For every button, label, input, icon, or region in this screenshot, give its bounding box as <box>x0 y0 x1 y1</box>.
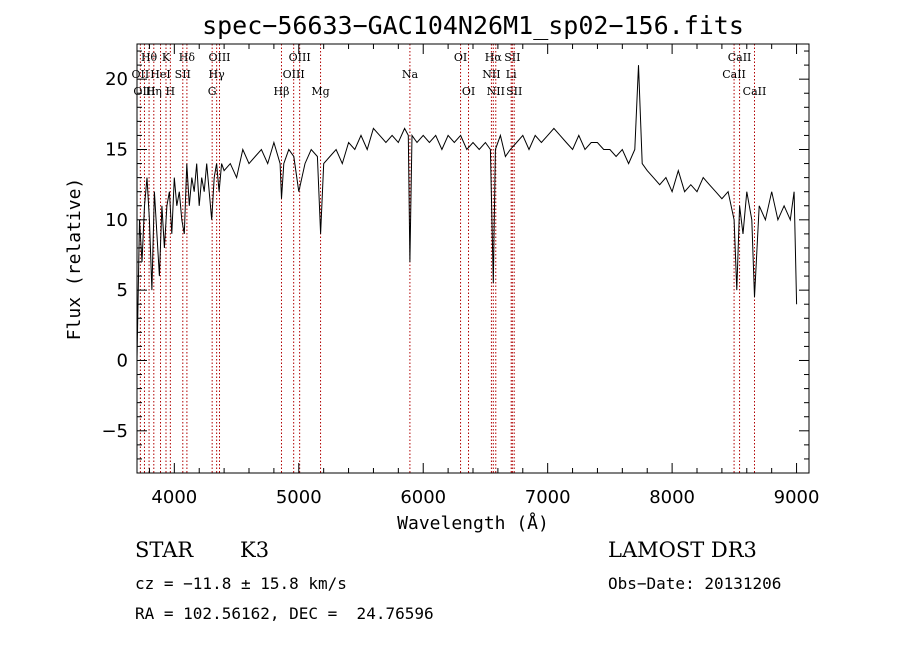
x-tick-label-4: 8000 <box>649 487 695 508</box>
object-subclass: K3 <box>240 538 270 562</box>
obs-date: Obs−Date: 20131206 <box>608 574 782 593</box>
line-label-11: G <box>208 85 217 98</box>
x-tick-label-1: 5000 <box>276 487 322 508</box>
spectral-line-markers <box>139 44 755 473</box>
line-label-26: CaII <box>722 68 746 81</box>
line-label-23: NII <box>487 85 505 98</box>
y-axis: −5 0 5 10 15 20 <box>101 50 809 460</box>
line-label-14: Hβ <box>274 85 290 98</box>
survey-name: LAMOST DR3 <box>608 538 757 562</box>
y-tick-label-2: 5 <box>117 280 128 301</box>
y-tick-label-1: 0 <box>117 350 128 371</box>
line-label-17: OI <box>454 51 467 64</box>
line-label-3: Hη <box>146 85 162 98</box>
x-axis-label: Wavelength (Å) <box>397 512 549 534</box>
line-label-27: CaII <box>743 85 767 98</box>
line-label-20: SII <box>504 51 520 64</box>
line-label-21: NII <box>482 68 500 81</box>
line-label-16: Na <box>402 68 419 81</box>
y-tick-label-0: −5 <box>101 421 128 442</box>
line-label-19: Hα <box>485 51 503 64</box>
line-label-6: SII <box>175 68 191 81</box>
line-label-22: Li <box>506 68 517 81</box>
redshift-readout: cz = −11.8 ± 15.8 km/s <box>135 574 347 593</box>
spectrum-line <box>136 65 798 361</box>
line-label-13: OIII <box>283 68 305 81</box>
plot-frame <box>136 43 810 474</box>
x-tick-label-2: 6000 <box>400 487 446 508</box>
line-label-5: HeI <box>150 68 170 81</box>
line-label-18: OI <box>462 85 475 98</box>
line-label-2: OIII <box>133 85 155 98</box>
y-axis-label: Flux (relative) <box>64 178 85 341</box>
line-label-15: Mg <box>311 85 329 98</box>
x-axis: 4000 5000 6000 7000 8000 9000 <box>148 44 820 508</box>
y-tick-label-5: 20 <box>105 69 128 90</box>
line-label-0: Hθ <box>141 51 158 64</box>
y-tick-label-4: 15 <box>105 139 128 160</box>
x-tick-label-3: 7000 <box>525 487 571 508</box>
line-label-10: Hγ <box>209 68 226 81</box>
chart-title: spec−56633−GAC104N26M1_sp02−156.fits <box>202 11 744 40</box>
x-tick-label-5: 9000 <box>774 487 820 508</box>
y-tick-label-3: 10 <box>105 210 128 231</box>
line-label-7: H <box>166 85 176 98</box>
line-label-1: OII <box>132 68 150 81</box>
line-label-8: Hδ <box>179 51 196 64</box>
line-label-24: SII <box>506 85 522 98</box>
line-label-12: OIII <box>289 51 311 64</box>
x-tick-label-0: 4000 <box>151 487 197 508</box>
object-class: STAR <box>135 538 194 562</box>
line-label-9: OIII <box>208 51 230 64</box>
line-label-4: K <box>162 51 171 64</box>
line-label-25: CaII <box>728 51 752 64</box>
coordinates: RA = 102.56162, DEC = 24.76596 <box>135 604 434 623</box>
